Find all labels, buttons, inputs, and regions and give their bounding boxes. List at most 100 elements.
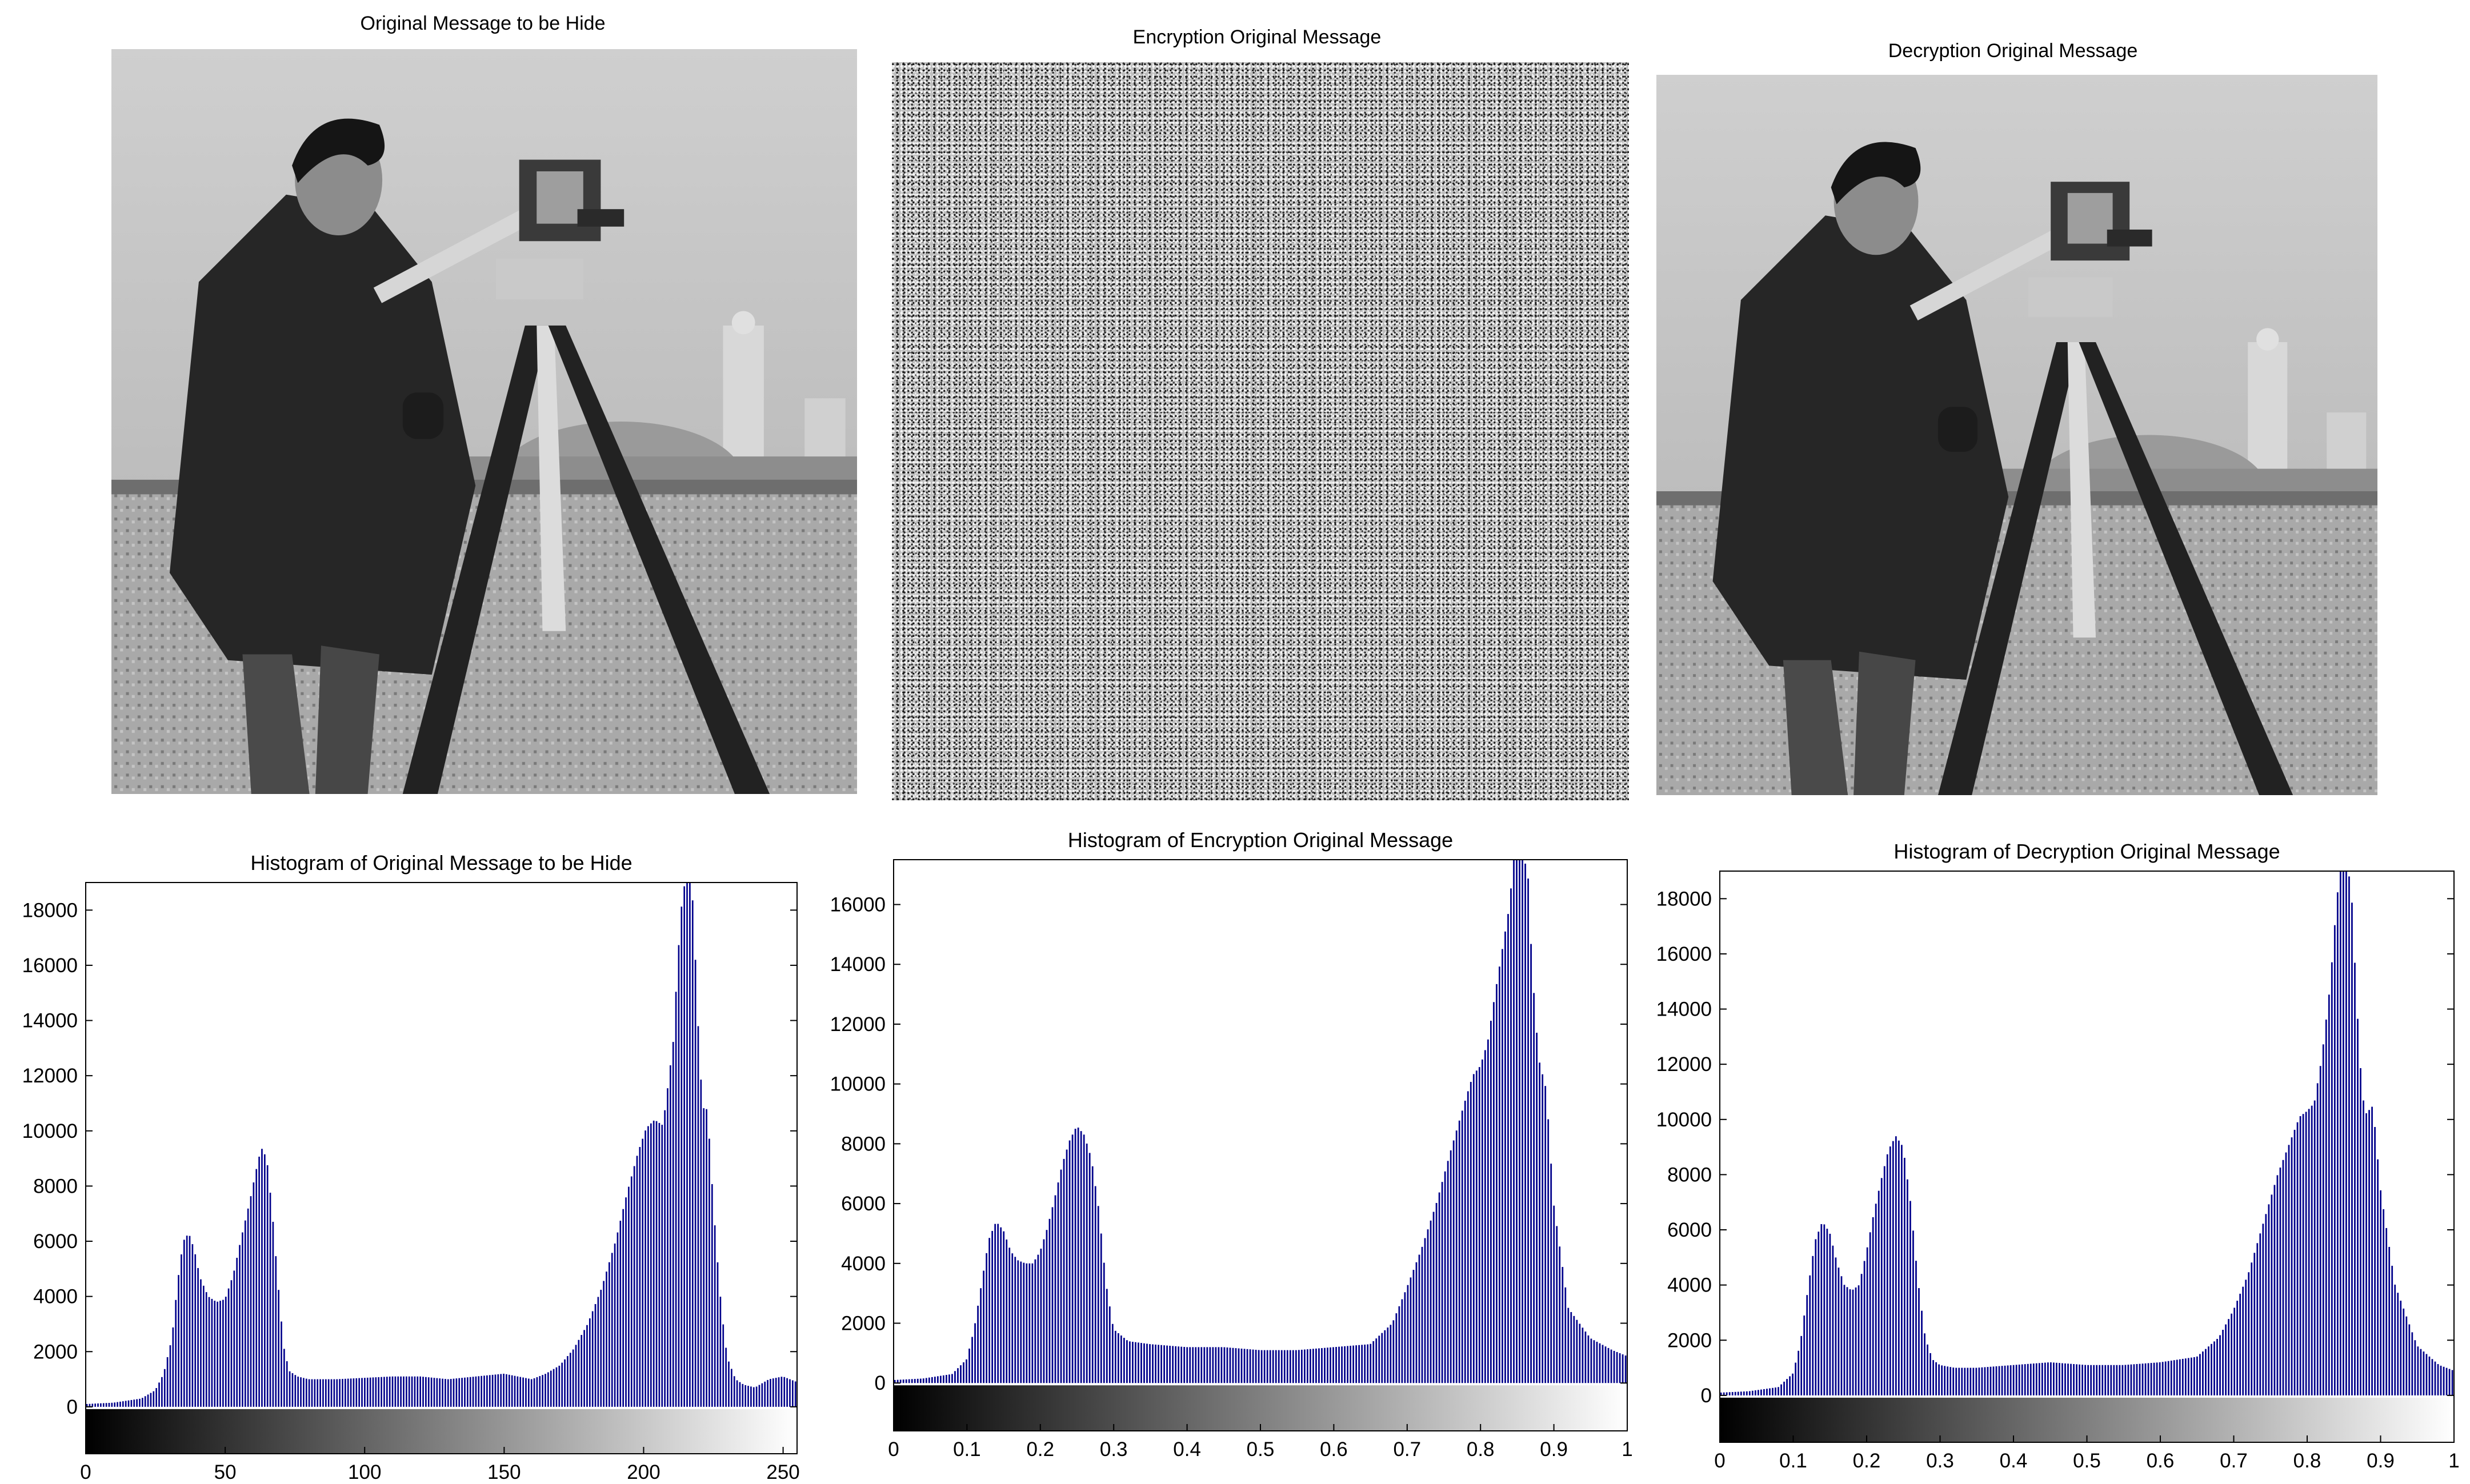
histogram-bar — [2308, 1109, 2310, 1395]
histogram-bar — [1607, 1347, 1610, 1383]
histogram-bar — [2265, 1214, 2267, 1395]
histogram-bar — [1587, 1335, 1590, 1383]
histogram-bar — [469, 1377, 471, 1407]
histogram-bar — [1307, 1349, 1308, 1383]
histogram-bar — [1080, 1131, 1082, 1383]
colorbar — [86, 1409, 797, 1454]
histogram-original: Histogram of Original Message to be Hide… — [22, 851, 800, 1483]
histogram-bar — [2391, 1265, 2393, 1395]
histogram-bar — [247, 1208, 249, 1407]
histogram-bar — [1321, 1348, 1323, 1383]
histogram-bar — [722, 1324, 724, 1407]
histogram-bar — [625, 1197, 627, 1407]
histogram-bar — [2328, 994, 2330, 1395]
histogram-bar — [305, 1378, 307, 1407]
histogram-bar — [2213, 1341, 2215, 1395]
histogram-bar — [980, 1288, 982, 1383]
histogram-bar — [361, 1378, 363, 1407]
histogram-bar — [500, 1374, 502, 1407]
histogram-bar — [1875, 1204, 1877, 1395]
histogram-bar — [589, 1318, 591, 1407]
histogram-bar — [1295, 1350, 1297, 1383]
histogram-bar — [1258, 1350, 1260, 1383]
histogram-bar — [1212, 1347, 1214, 1383]
histogram-bar — [458, 1378, 461, 1407]
histogram-bar — [1900, 1145, 1903, 1395]
histogram-bar — [780, 1377, 783, 1407]
image-title-encrypted: Encryption Original Message — [1132, 26, 1382, 48]
histogram-bar — [2365, 1113, 2367, 1395]
histogram-bar — [1604, 1346, 1607, 1383]
histogram-bar — [345, 1378, 346, 1407]
histogram-bar — [314, 1379, 316, 1407]
colorbar — [894, 1385, 1627, 1431]
histogram-bar — [639, 1146, 641, 1407]
histogram-bar — [775, 1378, 777, 1407]
histogram-bar — [425, 1377, 427, 1407]
histogram-bar — [2302, 1114, 2304, 1395]
histogram-bar — [1091, 1166, 1094, 1383]
histogram-bar — [733, 1376, 735, 1407]
histogram-bar — [1407, 1285, 1409, 1383]
histogram-bar — [2009, 1365, 2012, 1395]
histogram-bar — [2130, 1364, 2132, 1395]
histogram-bar — [2256, 1243, 2259, 1395]
histogram-bar — [1567, 1307, 1570, 1383]
histogram-bar — [2228, 1319, 2229, 1395]
histogram-bar — [1255, 1350, 1257, 1383]
histogram-bar — [1499, 966, 1500, 1383]
x-tick-label: 0.4 — [2000, 1450, 2028, 1472]
histogram-bar — [403, 1376, 405, 1407]
histogram-bar — [583, 1330, 585, 1407]
histogram-bar — [427, 1377, 430, 1407]
histogram-bar — [2420, 1349, 2422, 1395]
histogram-bar — [633, 1166, 635, 1407]
histogram-bar — [991, 1230, 994, 1383]
x-tick-label: 0.3 — [1926, 1450, 1954, 1472]
histogram-bar — [1404, 1292, 1406, 1383]
histogram-bar — [1421, 1246, 1423, 1383]
histogram-bar — [166, 1357, 169, 1407]
histogram-bar — [2434, 1361, 2436, 1395]
histogram-bar — [1278, 1350, 1280, 1383]
histogram-bar — [778, 1377, 780, 1407]
histogram-bar — [2445, 1367, 2448, 1395]
histogram-bar — [519, 1377, 522, 1407]
histogram-bar — [1315, 1348, 1317, 1383]
histogram-bar — [896, 1379, 899, 1383]
histogram-bar — [2038, 1363, 2040, 1395]
histogram-bar — [2024, 1364, 2026, 1395]
histogram-bar — [609, 1262, 610, 1407]
histogram-bar — [2219, 1335, 2221, 1395]
histogram-bar — [1097, 1206, 1099, 1383]
histogram-bar — [2408, 1324, 2411, 1395]
histogram-bar — [347, 1378, 349, 1407]
histogram-bar — [1452, 1140, 1455, 1383]
histogram-bar — [430, 1377, 433, 1407]
histogram-bar — [2049, 1362, 2052, 1395]
histogram-bar — [1599, 1343, 1601, 1383]
histogram-bar — [899, 1379, 902, 1383]
histogram-bar — [2363, 1100, 2364, 1395]
image-title-original: Original Message to be Hide — [360, 13, 606, 34]
histogram-bar — [1582, 1327, 1584, 1383]
histogram-bar — [1332, 1347, 1334, 1383]
histogram-bar — [2064, 1363, 2066, 1395]
histogram-bar — [983, 1270, 984, 1383]
histogram-bar — [2176, 1359, 2178, 1395]
histogram-bar — [442, 1378, 443, 1407]
histogram-bar — [1040, 1248, 1042, 1383]
y-tick-label: 12000 — [1656, 1053, 1712, 1076]
histogram-bar — [2053, 1362, 2055, 1395]
histogram-bar — [527, 1378, 530, 1407]
histogram-bar — [1028, 1263, 1031, 1383]
x-tick-label: 0.7 — [1393, 1438, 1421, 1461]
histogram-bar — [300, 1377, 302, 1407]
histogram-bar — [2193, 1357, 2195, 1395]
histogram-bar — [250, 1196, 252, 1407]
original-image — [111, 49, 857, 794]
histogram-bar — [1746, 1391, 1748, 1395]
histogram-bar — [1410, 1277, 1412, 1383]
histogram-bar — [327, 1379, 330, 1407]
histogram-bar — [1877, 1190, 1880, 1395]
